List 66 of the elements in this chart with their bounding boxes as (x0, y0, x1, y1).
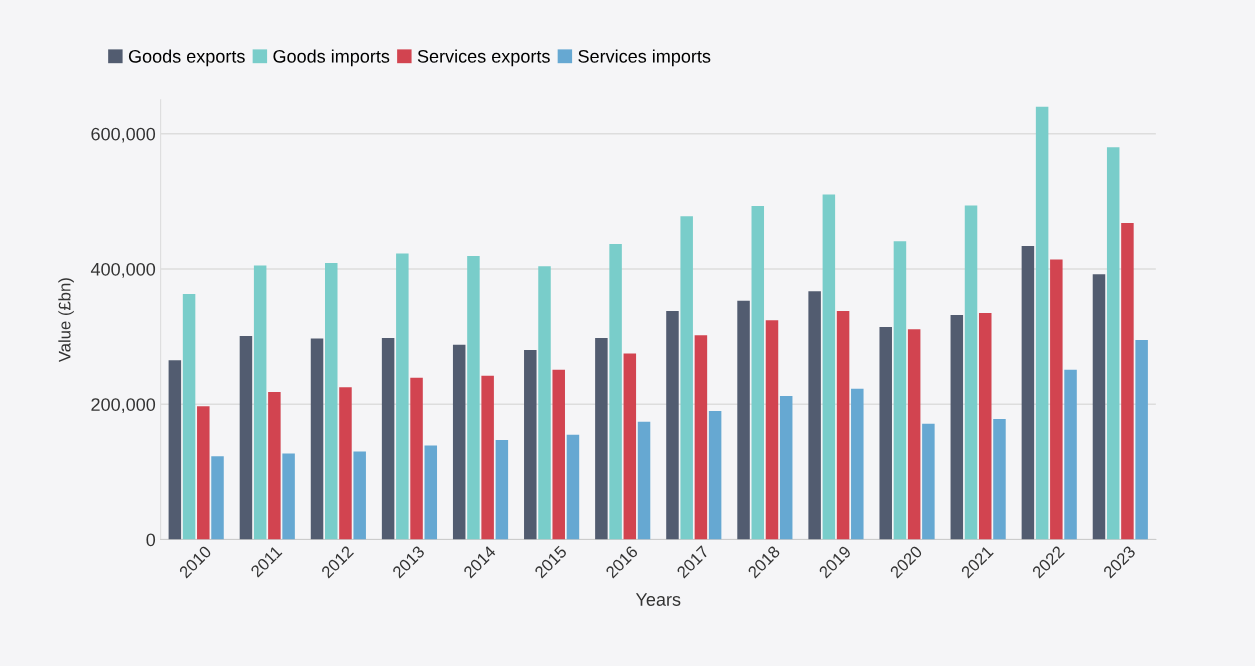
bar (197, 406, 210, 540)
bar (964, 205, 978, 540)
bar (381, 337, 395, 540)
bar (1064, 369, 1077, 540)
bar (666, 310, 679, 540)
bar (424, 445, 438, 540)
bar (808, 291, 821, 540)
y-tick-label: 600,000 (91, 127, 156, 143)
bar (481, 375, 494, 540)
bar (182, 293, 196, 540)
bar (324, 262, 338, 540)
bar (353, 451, 366, 540)
bar (637, 421, 651, 540)
bar (211, 456, 224, 540)
bar (879, 327, 892, 540)
bar (495, 440, 509, 540)
bar (950, 314, 964, 540)
bar (538, 266, 551, 540)
bar (609, 243, 622, 540)
bar (239, 335, 253, 540)
bar (737, 300, 750, 540)
bar (907, 329, 921, 540)
bar (339, 387, 352, 540)
bar (978, 312, 992, 540)
bar (168, 360, 182, 540)
bar (410, 377, 423, 540)
legend-label: Services exports (417, 49, 550, 67)
bar (396, 253, 409, 540)
bar (595, 337, 608, 540)
bar (623, 353, 637, 540)
bar (893, 241, 907, 540)
bar (524, 350, 537, 540)
bar (708, 410, 722, 540)
bar (467, 256, 480, 540)
bar (1021, 245, 1035, 540)
bar (765, 320, 779, 540)
bar (253, 265, 267, 540)
bar (1092, 274, 1106, 540)
bar (268, 392, 281, 540)
legend-label: Goods imports (273, 49, 390, 67)
legend-label: Services imports (578, 49, 711, 67)
y-axis-title: Value (£bn) (58, 278, 74, 363)
bar (822, 194, 836, 540)
legend-label: Goods exports (128, 49, 245, 67)
bar (694, 335, 708, 540)
bar (1121, 222, 1134, 540)
bar (751, 206, 765, 540)
bar (1050, 259, 1063, 540)
bar (552, 369, 565, 540)
x-axis-title: Years (635, 593, 681, 606)
bar (310, 338, 324, 540)
bar (566, 434, 580, 540)
bar (993, 419, 1006, 540)
y-tick-label: 0 (146, 533, 156, 547)
bar (282, 453, 295, 540)
bar (836, 310, 850, 540)
y-tick-label: 400,000 (90, 262, 156, 278)
bar (1035, 106, 1049, 540)
bar (851, 388, 864, 540)
bar (779, 396, 793, 540)
bar (1135, 339, 1148, 540)
bar (452, 344, 466, 540)
bar (922, 423, 935, 540)
bar (1106, 147, 1120, 540)
bar (680, 216, 693, 540)
y-tick-label: 200,000 (91, 398, 156, 414)
